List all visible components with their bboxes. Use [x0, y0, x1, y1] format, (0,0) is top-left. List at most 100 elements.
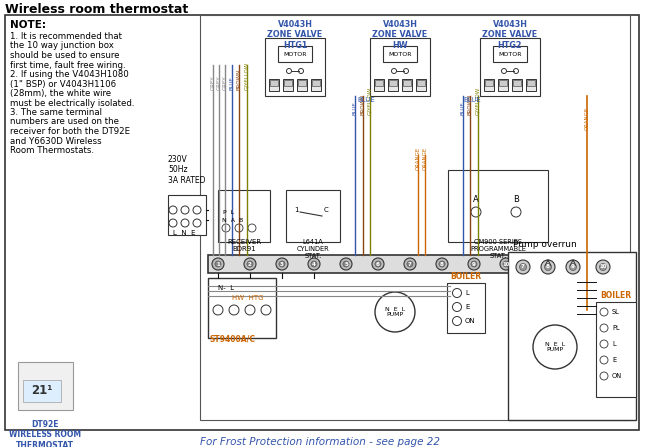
- Circle shape: [299, 68, 304, 73]
- Circle shape: [213, 305, 223, 315]
- Circle shape: [407, 261, 413, 267]
- Circle shape: [404, 68, 408, 73]
- Bar: [200, 15, 630, 420]
- Bar: [388, 79, 398, 91]
- Circle shape: [222, 224, 230, 232]
- Bar: [416, 79, 426, 91]
- Bar: [283, 79, 293, 91]
- Text: MOTOR: MOTOR: [388, 52, 412, 58]
- Text: V4043H
ZONE VALVE
HTG1: V4043H ZONE VALVE HTG1: [268, 20, 322, 50]
- Text: Pump overrun: Pump overrun: [513, 240, 577, 249]
- Text: 4: 4: [312, 261, 316, 266]
- Circle shape: [533, 325, 577, 369]
- Bar: [512, 79, 522, 91]
- Circle shape: [311, 261, 317, 267]
- Text: the 10 way junction box: the 10 way junction box: [10, 42, 114, 51]
- Text: BOILER: BOILER: [450, 272, 482, 281]
- Circle shape: [212, 258, 224, 270]
- Circle shape: [244, 258, 256, 270]
- Circle shape: [235, 224, 243, 232]
- Circle shape: [286, 68, 292, 73]
- Text: 9: 9: [571, 265, 575, 270]
- Circle shape: [471, 207, 481, 217]
- Text: 2. If using the V4043H1080: 2. If using the V4043H1080: [10, 70, 129, 79]
- Text: ORANGE: ORANGE: [584, 107, 590, 130]
- Text: BLUE: BLUE: [461, 101, 466, 115]
- Text: 2: 2: [248, 261, 252, 266]
- Bar: [278, 46, 312, 62]
- Bar: [480, 38, 540, 96]
- Circle shape: [276, 258, 288, 270]
- Circle shape: [570, 263, 577, 270]
- Circle shape: [193, 219, 201, 227]
- Circle shape: [453, 303, 462, 312]
- Bar: [208, 278, 276, 338]
- Text: N  A  B: N A B: [222, 218, 243, 223]
- Text: 1: 1: [293, 207, 298, 213]
- Bar: [270, 80, 278, 86]
- Text: Room Thermostats.: Room Thermostats.: [10, 146, 94, 155]
- Text: L: L: [612, 341, 615, 347]
- Circle shape: [439, 261, 445, 267]
- Bar: [23, 380, 61, 402]
- Circle shape: [453, 316, 462, 325]
- Text: 1: 1: [216, 261, 220, 266]
- Text: ORANGE: ORANGE: [415, 147, 421, 170]
- Text: (28mm), the white wire: (28mm), the white wire: [10, 89, 111, 98]
- Text: and Y6630D Wireless: and Y6630D Wireless: [10, 136, 102, 146]
- Text: For Frost Protection information - see page 22: For Frost Protection information - see p…: [200, 437, 440, 447]
- Circle shape: [503, 261, 509, 267]
- Bar: [484, 79, 494, 91]
- Circle shape: [436, 258, 448, 270]
- Bar: [383, 46, 417, 62]
- Bar: [207, 65, 602, 250]
- Text: SL: SL: [612, 309, 620, 315]
- Bar: [269, 79, 279, 91]
- Bar: [18, 362, 73, 410]
- Text: ORANGE: ORANGE: [422, 147, 428, 170]
- Text: 8: 8: [440, 261, 444, 266]
- Bar: [312, 80, 320, 86]
- Circle shape: [600, 324, 608, 332]
- Circle shape: [392, 68, 397, 73]
- Circle shape: [343, 261, 349, 267]
- Circle shape: [600, 340, 608, 348]
- Text: L641A
CYLINDER
STAT.: L641A CYLINDER STAT.: [297, 239, 330, 259]
- Text: N  E  L
PUMP: N E L PUMP: [545, 342, 565, 352]
- Text: NOTE:: NOTE:: [10, 20, 46, 30]
- Circle shape: [404, 258, 416, 270]
- Bar: [417, 80, 425, 86]
- Circle shape: [245, 305, 255, 315]
- Bar: [298, 80, 306, 86]
- Circle shape: [600, 308, 608, 316]
- Bar: [402, 79, 412, 91]
- Text: 5: 5: [344, 261, 348, 266]
- Text: MOTOR: MOTOR: [283, 52, 307, 58]
- Text: numbers are used on the: numbers are used on the: [10, 118, 119, 127]
- Bar: [447, 283, 485, 333]
- Circle shape: [340, 258, 352, 270]
- Text: DT92E
WIRELESS ROOM
THERMOSTAT: DT92E WIRELESS ROOM THERMOSTAT: [9, 420, 81, 447]
- Circle shape: [279, 261, 285, 267]
- Circle shape: [599, 263, 606, 270]
- Text: 230V
50Hz
3A RATED: 230V 50Hz 3A RATED: [168, 155, 206, 185]
- Text: BLUE: BLUE: [463, 97, 481, 103]
- Bar: [311, 79, 321, 91]
- Text: B: B: [513, 195, 519, 204]
- Circle shape: [600, 356, 608, 364]
- Text: 8: 8: [546, 265, 550, 270]
- Circle shape: [229, 305, 239, 315]
- Bar: [265, 38, 325, 96]
- Circle shape: [500, 258, 512, 270]
- Circle shape: [511, 207, 521, 217]
- Circle shape: [519, 263, 526, 270]
- Text: ON: ON: [612, 373, 622, 379]
- Circle shape: [544, 263, 551, 270]
- Bar: [508, 252, 636, 420]
- Text: G/YELLOW: G/YELLOW: [368, 87, 373, 115]
- Circle shape: [513, 68, 519, 73]
- Text: CM900 SERIES
PROGRAMMABLE
STAT.: CM900 SERIES PROGRAMMABLE STAT.: [470, 239, 526, 259]
- Bar: [218, 190, 270, 242]
- Circle shape: [181, 206, 189, 214]
- Circle shape: [502, 68, 506, 73]
